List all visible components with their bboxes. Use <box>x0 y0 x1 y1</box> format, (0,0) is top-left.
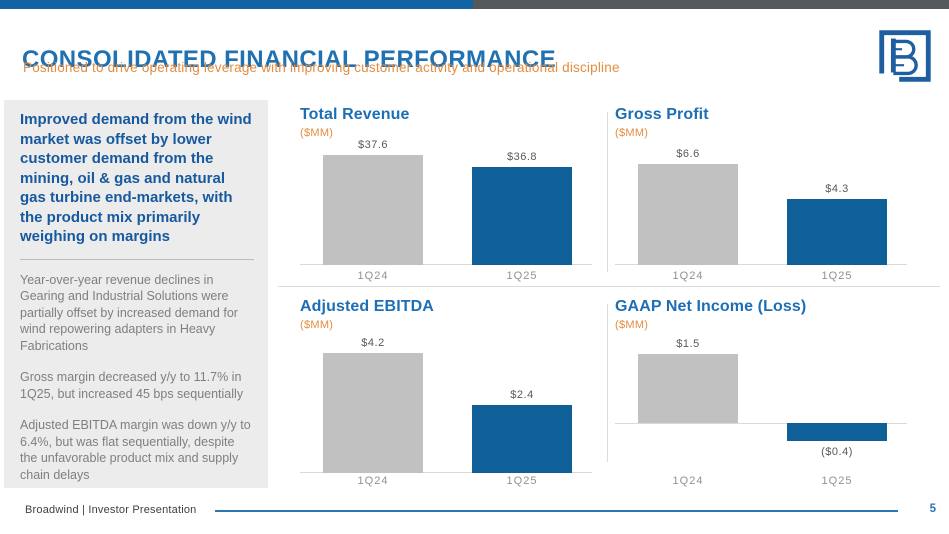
category-label: 1Q24 <box>357 270 389 282</box>
bar-adjusted-ebitda-1Q25 <box>472 404 572 473</box>
page-number: 5 <box>929 503 936 515</box>
category-label: 1Q25 <box>821 270 853 282</box>
sidebar-headline: Improved demand from the wind market was… <box>20 111 252 245</box>
sidebar-paragraph: Year-over-year revenue declines in Geari… <box>20 272 238 353</box>
bar-gaap-net-income-1Q24 <box>638 354 738 423</box>
chart-unit-label: ($MM) <box>300 127 334 139</box>
bar-gross-profit-1Q25 <box>787 198 887 265</box>
sidebar-paragraph: Gross margin decreased y/y to 11.7% in 1… <box>20 370 244 401</box>
category-label: 1Q24 <box>357 475 389 487</box>
chart-unit-label: ($MM) <box>300 319 334 331</box>
bar-value-label: $4.3 <box>825 182 849 195</box>
chart-total-revenue: Total Revenue ($MM) $37.6 $36.8 1Q24 1Q25 <box>300 106 605 282</box>
chart-unit-label: ($MM) <box>615 319 649 331</box>
bar-value-label: $37.6 <box>357 139 389 152</box>
top-accent-bar-blue <box>0 0 473 9</box>
chart-unit-label: ($MM) <box>615 127 649 139</box>
bar-total-revenue-1Q24 <box>323 155 423 265</box>
sidebar-divider <box>20 258 254 260</box>
bar-gaap-net-income-1Q25 <box>787 422 887 442</box>
commentary-sidebar: Improved demand from the wind market was… <box>4 100 268 488</box>
bar-value-label: $2.4 <box>510 388 534 401</box>
chart-gross-profit: Gross Profit ($MM) $6.6 $4.3 1Q24 1Q25 <box>615 106 920 282</box>
divider-horizontal <box>278 286 940 287</box>
bar-value-label: $36.8 <box>506 150 538 163</box>
footer-text: Broadwind | Investor Presentation <box>25 504 197 516</box>
chart-gaap-net-income: GAAP Net Income (Loss) ($MM) $1.5 ($0.4) … <box>615 298 920 487</box>
chart-plot: $4.2 $2.4 <box>300 336 605 473</box>
category-label: 1Q25 <box>506 270 538 282</box>
bar-value-label: $6.6 <box>676 147 700 160</box>
page-subtitle: Positioned to drive operating leverage w… <box>23 60 620 75</box>
top-accent-bar-gray <box>473 0 949 9</box>
category-label: 1Q25 <box>506 475 538 487</box>
broadwind-logo-icon <box>872 24 938 88</box>
chart-title: GAAP Net Income (Loss) <box>615 298 807 315</box>
bar-value-label: ($0.4) <box>821 446 853 459</box>
bar-value-label: $1.5 <box>676 338 700 351</box>
bar-total-revenue-1Q25 <box>472 166 572 265</box>
bar-adjusted-ebitda-1Q24 <box>323 353 423 473</box>
x-axis-line <box>300 264 592 265</box>
category-label: 1Q25 <box>821 475 853 487</box>
x-axis-line <box>615 264 907 265</box>
chart-plot: $37.6 $36.8 <box>300 139 605 265</box>
divider-vertical-bottom <box>607 304 608 462</box>
page-title: CONSOLIDATED FINANCIAL PERFORMANCE <box>22 46 557 74</box>
category-label: 1Q24 <box>672 475 704 487</box>
footer-divider-line <box>215 510 898 512</box>
chart-plot: $1.5 ($0.4) <box>615 336 920 473</box>
x-axis-line <box>300 472 592 473</box>
sidebar-paragraph: Adjusted EBITDA margin was down y/y to 6… <box>20 418 251 482</box>
chart-title: Total Revenue <box>300 106 410 123</box>
bar-value-label: $4.2 <box>361 337 385 350</box>
divider-vertical-top <box>607 112 608 272</box>
x-axis-line <box>615 422 907 424</box>
chart-title: Adjusted EBITDA <box>300 298 434 315</box>
category-label: 1Q24 <box>672 270 704 282</box>
bar-gross-profit-1Q24 <box>638 163 738 265</box>
chart-title: Gross Profit <box>615 106 709 123</box>
chart-plot: $6.6 $4.3 <box>615 142 920 265</box>
chart-adjusted-ebitda: Adjusted EBITDA ($MM) $4.2 $2.4 1Q24 1Q25 <box>300 298 605 487</box>
